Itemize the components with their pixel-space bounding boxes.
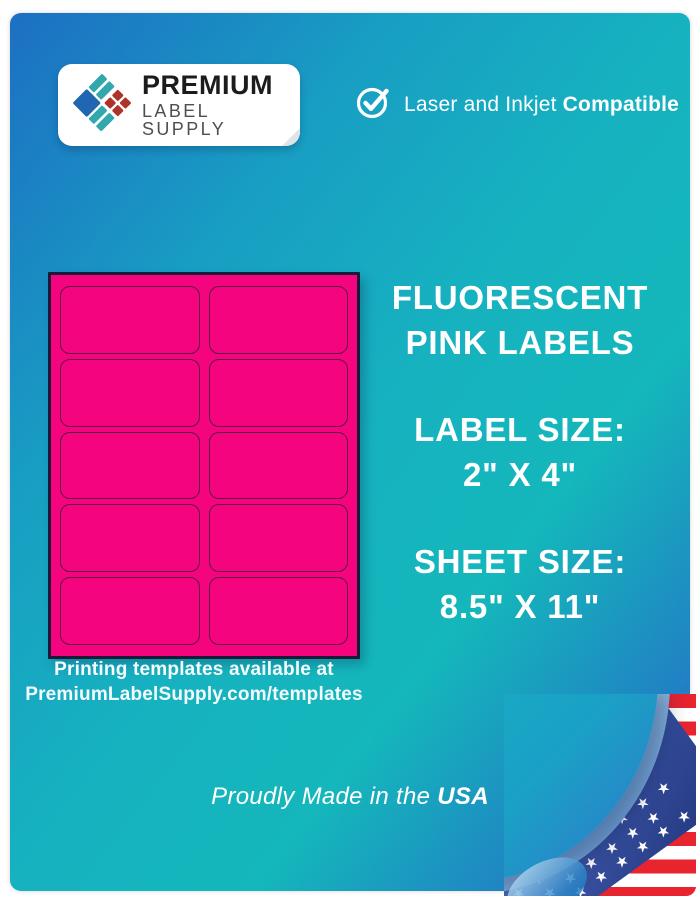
product-title-line1: FLUORESCENT	[391, 279, 649, 316]
compatibility-text-regular: Laser and Inkjet	[404, 92, 563, 116]
label-cell	[60, 286, 200, 354]
label-cell	[60, 431, 200, 500]
label-cell	[208, 431, 348, 500]
label-sheet-grid	[51, 275, 357, 656]
logo-page-fold	[282, 128, 300, 146]
made-in-usa-text: Proudly Made in the USA	[10, 783, 690, 811]
product-title: FLUORESCENT PINK LABELS	[362, 275, 678, 365]
label-sheet	[48, 272, 360, 659]
brand-name: PREMIUM LABEL SUPPLY	[142, 70, 300, 139]
label-cell	[208, 504, 348, 573]
product-title-line2: PINK LABELS	[405, 324, 635, 361]
label-size-value: 2" X 4"	[463, 456, 577, 493]
background-card: PREMIUM LABEL SUPPLY Laser and Inkjet Co…	[10, 13, 690, 891]
label-cell	[60, 358, 200, 427]
templates-note-line1: Printing templates available at	[54, 659, 334, 680]
label-cell	[208, 358, 348, 427]
brand-logo: PREMIUM LABEL SUPPLY	[58, 64, 300, 146]
brand-name-line2: LABEL SUPPLY	[142, 101, 227, 139]
label-cell	[208, 577, 348, 645]
brand-name-line1: PREMIUM	[142, 70, 273, 100]
sheet-size-title: SHEET SIZE:	[413, 543, 627, 580]
compatibility-banner: Laser and Inkjet Compatible	[355, 84, 679, 125]
headline-column: FLUORESCENT PINK LABELS LABEL SIZE: 2" X…	[362, 275, 678, 629]
compatibility-text: Laser and Inkjet Compatible	[404, 93, 679, 117]
sheet-size-value: 8.5" X 11"	[439, 588, 601, 625]
made-in-usa-bold: USA	[437, 783, 489, 810]
us-flag-page-curl-icon	[504, 694, 696, 896]
label-cell	[60, 504, 200, 573]
templates-note-line2: PremiumLabelSupply.com/templates	[25, 683, 363, 705]
sheet-size-spec: SHEET SIZE: 8.5" X 11"	[362, 539, 678, 629]
label-size-spec: LABEL SIZE: 2" X 4"	[362, 407, 678, 497]
compatibility-text-bold: Compatible	[562, 92, 680, 116]
label-size-title: LABEL SIZE:	[414, 411, 626, 448]
label-cell	[208, 286, 348, 354]
made-in-usa-regular: Proudly Made in the	[211, 783, 438, 810]
label-cell	[60, 577, 200, 645]
templates-note: Printing templates available at PremiumL…	[18, 658, 370, 707]
brand-diamond-icon	[71, 72, 133, 139]
check-circle-icon	[355, 84, 391, 125]
